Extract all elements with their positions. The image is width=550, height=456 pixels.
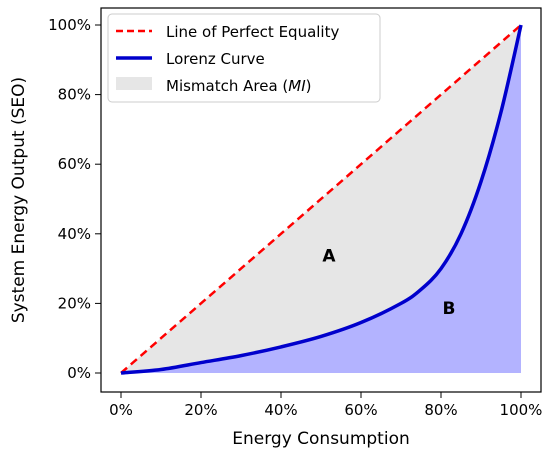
legend-swatch-mismatch (116, 77, 152, 90)
equality-line (120, 24, 522, 374)
x-tick-label: 80% (424, 401, 457, 419)
x-tick-label: 20% (184, 401, 217, 419)
y-tick-label: 100% (48, 16, 91, 34)
y-tick-label: 40% (58, 225, 91, 243)
plot-frame (100, 7, 542, 393)
x-axis-label: Energy Consumption (232, 429, 410, 449)
x-tick-label: 100% (500, 401, 543, 419)
y-tick-label: 20% (58, 294, 91, 312)
y-tick-label: 0% (67, 364, 91, 382)
legend: Line of Perfect Equality Lorenz Curve Mi… (107, 13, 381, 103)
legend-label-mismatch: Mismatch Area (MI) (166, 77, 312, 95)
y-tick-label: 80% (58, 86, 91, 104)
x-tick-label: 40% (264, 401, 297, 419)
legend-label-lorenz: Lorenz Curve (166, 50, 265, 68)
y-tick-label: 60% (58, 155, 91, 173)
area-under-lorenz (121, 25, 521, 373)
y-axis-label: System Energy Output (SEO) (9, 77, 29, 323)
region-label-a: A (322, 247, 336, 267)
region-label-b: B (443, 299, 456, 319)
legend-label-equality: Line of Perfect Equality (166, 23, 339, 41)
lorenz-curve (120, 24, 523, 375)
x-tick-label: 60% (344, 401, 377, 419)
legend-box (107, 13, 381, 103)
x-tick-label: 0% (109, 401, 133, 419)
